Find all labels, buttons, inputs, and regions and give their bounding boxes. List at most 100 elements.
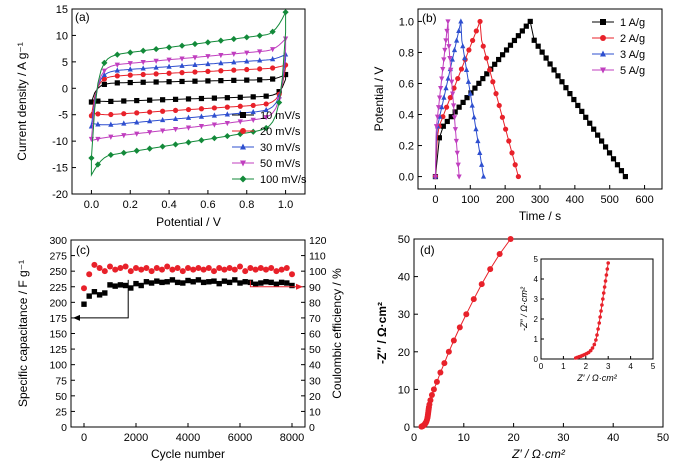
panel-a-marker (211, 122, 217, 128)
panel-a-marker (147, 109, 153, 115)
panel-a-marker (121, 120, 127, 126)
panel-a-marker (211, 112, 217, 118)
panel-b-marker (587, 120, 593, 126)
panel-a-marker (140, 65, 146, 71)
panel-b-marker (503, 126, 509, 132)
panel-b-marker (437, 95, 443, 101)
panel-d-inset-point (602, 285, 607, 289)
panel-b-legend-label: 3 A/g (620, 49, 645, 61)
panel-c-capacitance-point (242, 279, 248, 285)
panel-a-ytick-label: -10 (52, 136, 68, 148)
panel-b-marker (512, 162, 518, 168)
panel-b-legend-label: 1 A/g (620, 17, 645, 29)
panel-b-marker (487, 67, 493, 73)
panel-a-ytick-label: -5 (58, 110, 68, 122)
panel-b-marker (499, 114, 506, 120)
panel-b-marker (622, 173, 628, 180)
panel-a-marker (166, 79, 172, 85)
panel-a-marker (134, 119, 140, 125)
panel-c-capacitance-guide (77, 279, 129, 319)
panel-b-marker (472, 85, 478, 91)
panel-a-marker (101, 59, 108, 66)
panel-c-efficiency-point (237, 263, 243, 270)
panel-a-marker (147, 97, 153, 103)
panel-a-marker (179, 70, 185, 76)
panel-c-capacitance-point (190, 279, 196, 285)
panel-c-capacitance-point (143, 279, 150, 285)
panel-b-marker (460, 43, 466, 49)
panel-a-marker (224, 120, 230, 127)
panel-c-capacitance-point (117, 282, 124, 288)
panel-a-marker (257, 57, 263, 63)
panel-b-marker (450, 91, 456, 97)
panel-a-marker (198, 95, 205, 102)
panel-b-marker (439, 104, 445, 110)
panel-c-ytick-left-label: 50 (55, 391, 67, 403)
panel-a-marker (282, 9, 289, 16)
panel-b-marker (555, 73, 561, 79)
panel-d-inset-point (598, 315, 602, 319)
panel-a-marker (211, 105, 217, 111)
panel-b-marker (455, 162, 461, 168)
panel-a-ytick-label: 15 (56, 4, 68, 16)
panel-a-marker (114, 80, 120, 86)
panel-b-marker (462, 54, 468, 61)
panel-d-inset-point (592, 342, 597, 347)
panel-b-marker (591, 126, 597, 132)
panel-c-efficiency-point (242, 268, 249, 275)
panel-a-marker (95, 121, 101, 127)
panel-a-marker (198, 113, 205, 119)
panel-a-marker (178, 42, 186, 49)
panel-b-marker (463, 66, 470, 73)
panel-b-marker (456, 174, 462, 180)
panel-a-marker (153, 79, 159, 85)
panel-a-marker (205, 54, 211, 60)
panel-c-ylabel-right: Coulombic efficiency / % (330, 268, 344, 399)
panel-c-efficiency-point (216, 265, 223, 272)
panel-a-marker (165, 44, 173, 51)
panel-b-marker (547, 61, 553, 67)
panel-a-marker (237, 94, 243, 100)
panel-a-marker (101, 81, 107, 87)
panel-a-marker (121, 133, 127, 139)
panel-b-marker (575, 102, 581, 109)
panel-a-marker (172, 96, 179, 102)
panel-a-xtick-label: 0.2 (123, 199, 138, 211)
panel-b-marker (567, 91, 573, 97)
panel-a-marker (204, 39, 212, 46)
panel-b-marker (531, 37, 537, 43)
panel-b-marker (477, 18, 483, 25)
panel-a-frame (71, 8, 306, 195)
panel-b-marker (449, 56, 455, 62)
panel-c-ytick-left-label: 150 (49, 329, 67, 341)
panel-a-marker (211, 95, 217, 101)
panel-b-marker (496, 102, 502, 109)
panel-c-ytick-right-label: 60 (309, 329, 321, 341)
panel-c-efficiency-point (205, 265, 212, 272)
panel-b-marker (449, 79, 455, 85)
panel-a-marker (95, 136, 101, 143)
panel-a-marker (224, 111, 230, 117)
panel-c-capacitance-point (216, 280, 222, 287)
panel-d-inset-ylabel: -Z″ / Ω·cm² (519, 286, 529, 331)
panel-a-marker (127, 61, 133, 67)
panel-a-xtick-label: 0.8 (239, 199, 254, 211)
panel-c-capacitance-point (232, 277, 238, 283)
panel-c-capacitance-point (148, 280, 155, 286)
panel-d-inset-point (594, 338, 598, 342)
panel-a-marker (172, 141, 179, 148)
panel-a-marker (108, 98, 114, 105)
panel-a-marker (94, 161, 101, 168)
panel-b-marker (483, 55, 490, 61)
panel-a-ylabel: Current density / A g⁻¹ (15, 42, 29, 160)
panel-b-marker (435, 105, 442, 111)
panel-a-legend-label: 100 mV/s (260, 174, 307, 186)
panel-b-marker (602, 144, 609, 150)
panel-c-ytick-right-label: 50 (309, 344, 321, 356)
panel-c-capacitance-point (289, 282, 295, 289)
panel-d-xtick-label: 40 (607, 432, 619, 444)
panel-a-marker (250, 102, 256, 109)
panel-c-efficiency-arrowhead (296, 283, 303, 290)
panel-a-marker (140, 71, 146, 78)
panel-c-capacitance-point (258, 280, 264, 286)
